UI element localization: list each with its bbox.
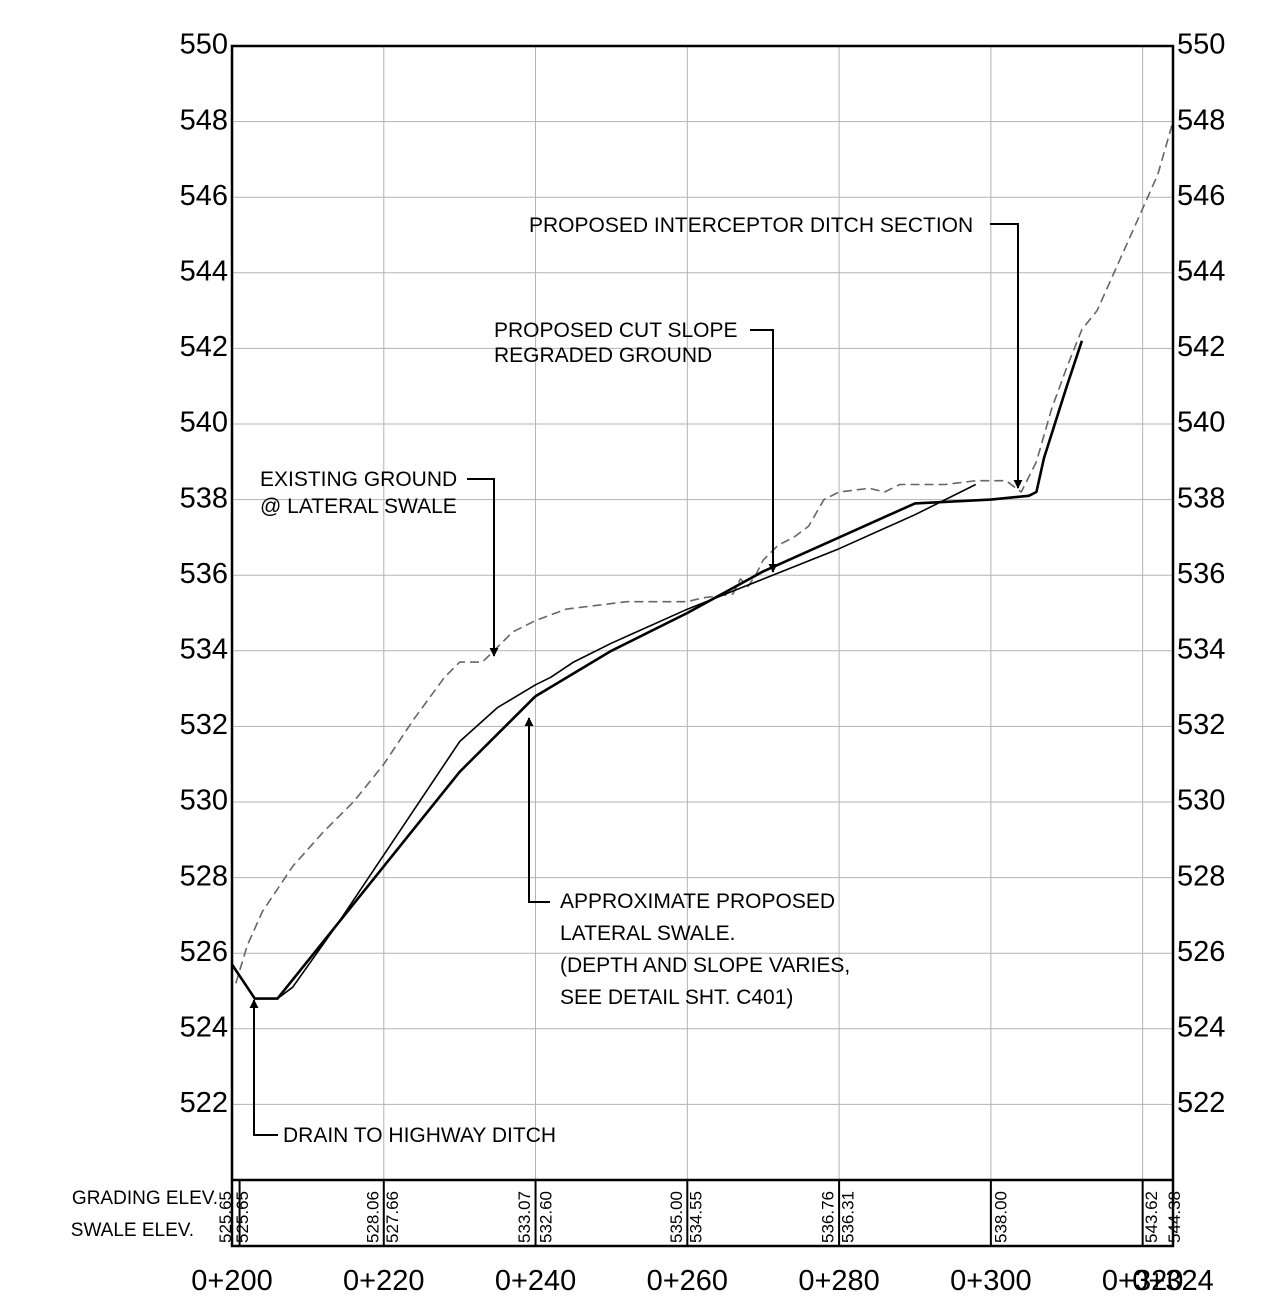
y-tick-label-right: 534 <box>1177 633 1225 665</box>
profile-line-dashed <box>235 121 1174 984</box>
annotations: PROPOSED INTERCEPTOR DITCH SECTION PROPOS… <box>249 214 1023 1147</box>
x-tick-label: 0+300 <box>950 1265 1031 1297</box>
band-value: 534.55 <box>687 1191 706 1243</box>
y-tick-label-right: 548 <box>1177 104 1225 136</box>
y-tick-label-right: 546 <box>1177 180 1225 212</box>
x-tick-label: 0+240 <box>495 1265 576 1297</box>
leader-arrow <box>750 329 778 573</box>
band-value: 533.07 <box>515 1191 534 1243</box>
band-value: 544.38 <box>1165 1191 1184 1243</box>
band-value: 525.65 <box>216 1191 235 1243</box>
annotation: PROPOSED INTERCEPTOR DITCH SECTION <box>529 214 973 237</box>
band-value: 538.00 <box>992 1191 1011 1243</box>
annotation-text: @ LATERAL SWALE <box>260 495 457 518</box>
profile-line-thick-solid <box>230 340 1084 1000</box>
annotation-text: (DEPTH AND SLOPE VARIES, <box>560 954 850 977</box>
x-tick-label: 0+200 <box>191 1265 272 1297</box>
band-value: 536.76 <box>819 1191 838 1243</box>
y-tick-label-right: 524 <box>1177 1011 1225 1043</box>
x-tick-label: 0+320 <box>1102 1265 1183 1297</box>
x-tick-label: 0+260 <box>647 1265 728 1297</box>
annotation: EXISTING GROUND @ LATERAL SWALE <box>260 468 457 518</box>
leader-arrow <box>990 223 1023 489</box>
y-tick-label-right: 526 <box>1177 936 1225 968</box>
band-label-grading: GRADING ELEV. <box>72 1188 218 1209</box>
y-tick-label-left: 538 <box>180 482 228 514</box>
x-tick-label: 0+280 <box>798 1265 879 1297</box>
band-label-swale: SWALE ELEV. <box>71 1220 194 1241</box>
leader-arrow <box>467 478 499 657</box>
annotation-text: PROPOSED CUT SLOPE <box>494 319 738 342</box>
leader-arrow <box>249 999 278 1136</box>
annotation: APPROXIMATE PROPOSED LATERAL SWALE. (DEPTH… <box>560 890 850 1009</box>
chart-frame <box>230 44 1175 1248</box>
y-tick-label-right: 532 <box>1177 709 1225 741</box>
y-tick-label-right: 544 <box>1177 255 1225 287</box>
annotation-text: APPROXIMATE PROPOSED <box>560 890 835 913</box>
band-value: 543.62 <box>1142 1191 1161 1243</box>
y-tick-label-right: 540 <box>1177 407 1225 439</box>
x-tick-label: 0+220 <box>343 1265 424 1297</box>
annotation-text: REGRADED GROUND <box>494 344 712 367</box>
y-tick-label-left: 524 <box>180 1011 228 1043</box>
y-tick-label-left: 548 <box>180 104 228 136</box>
y-tick-label-right: 542 <box>1177 331 1225 363</box>
band-value: 532.60 <box>536 1191 555 1243</box>
profile-series <box>230 121 1174 1000</box>
annotation-text: SEE DETAIL SHT. C401) <box>560 986 793 1009</box>
y-tick-label-left: 530 <box>180 785 228 817</box>
band-value: 527.66 <box>383 1191 402 1243</box>
x-tick-label: 0+324 <box>1132 1265 1213 1297</box>
y-tick-label-left: 534 <box>180 633 228 665</box>
annotation-text: LATERAL SWALE. <box>560 922 735 945</box>
y-tick-label-left: 528 <box>180 860 228 892</box>
annotation-text: EXISTING GROUND <box>260 468 457 491</box>
band-value: 525.65 <box>233 1191 252 1243</box>
y-tick-label-left: 542 <box>180 331 228 363</box>
band-value: 536.31 <box>838 1191 857 1243</box>
y-tick-label-right: 522 <box>1177 1087 1225 1119</box>
y-tick-label-right: 550 <box>1177 29 1225 61</box>
y-tick-label-left: 522 <box>180 1087 228 1119</box>
y-tick-label-left: 532 <box>180 709 228 741</box>
y-tick-label-left: 536 <box>180 558 228 590</box>
y-tick-label-left: 544 <box>180 255 228 287</box>
frame-border <box>230 44 1175 1248</box>
annotation-text: PROPOSED INTERCEPTOR DITCH SECTION <box>529 214 973 237</box>
y-tick-label-right: 528 <box>1177 860 1225 892</box>
y-tick-label-left: 550 <box>180 29 228 61</box>
annotation-text: DRAIN TO HIGHWAY DITCH <box>283 1124 556 1147</box>
band-value: 528.06 <box>363 1191 382 1243</box>
y-tick-label-left: 526 <box>180 936 228 968</box>
y-tick-label-right: 536 <box>1177 558 1225 590</box>
y-tick-label-right: 530 <box>1177 785 1225 817</box>
y-tick-labels: 550 550 548 548 546 546 544 544 542 542 540 540 538 5… <box>180 29 1226 1119</box>
leader-arrow <box>524 717 550 903</box>
band-value: 535.00 <box>667 1191 686 1243</box>
y-tick-label-right: 538 <box>1177 482 1225 514</box>
y-tick-label-left: 540 <box>180 407 228 439</box>
grid <box>232 46 1173 1180</box>
annotation: DRAIN TO HIGHWAY DITCH <box>283 1124 556 1147</box>
y-tick-label-left: 546 <box>180 180 228 212</box>
